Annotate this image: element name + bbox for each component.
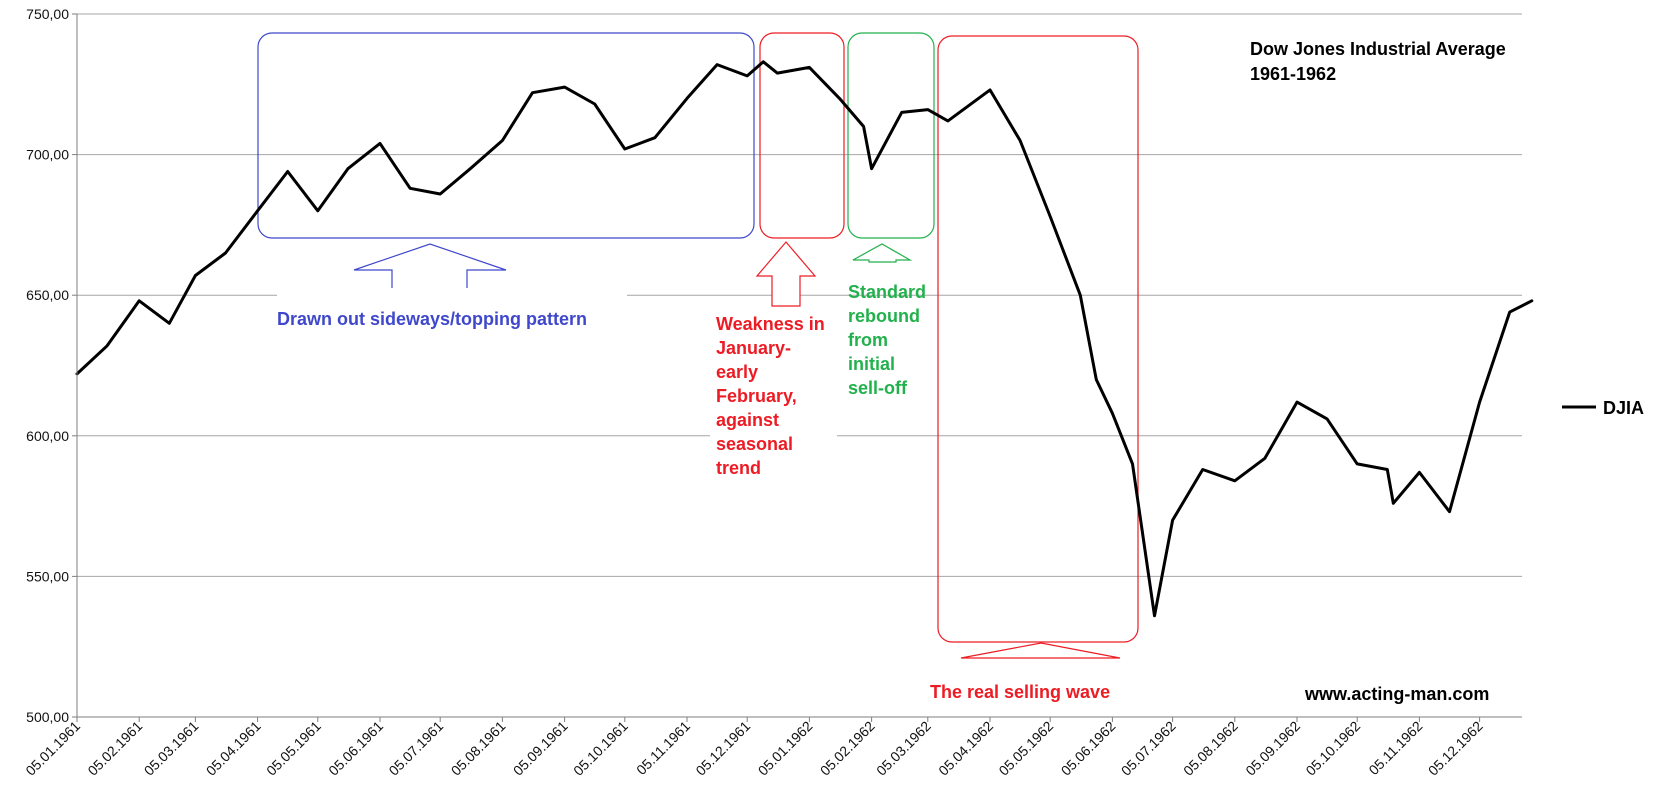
watermark: www.acting-man.com xyxy=(1304,684,1489,704)
weakness-label: Weakness in January- early February, aga… xyxy=(716,314,825,478)
x-tick-label: 05.01.1962 xyxy=(755,718,816,779)
x-tick-label: 05.04.1961 xyxy=(203,718,264,779)
rebound-line: Standard xyxy=(848,282,926,302)
x-tick-label: 05.03.1962 xyxy=(873,718,934,779)
chart-subtitle: 1961-1962 xyxy=(1250,64,1336,84)
y-tick-label: 550,00 xyxy=(26,568,69,584)
x-tick-label: 05.02.1962 xyxy=(817,718,878,779)
weakness-line: February, xyxy=(716,386,797,406)
rebound-line: initial xyxy=(848,354,895,374)
selling-box xyxy=(937,35,1139,643)
x-tick-label: 05.07.1961 xyxy=(385,718,446,779)
x-tick-label: 05.06.1962 xyxy=(1058,718,1119,779)
y-tick-label: 750,00 xyxy=(26,6,69,22)
weakness-line: trend xyxy=(716,458,761,478)
y-tick-label: 600,00 xyxy=(26,428,69,444)
weakness-arrow xyxy=(755,241,817,307)
x-tick-label: 05.05.1961 xyxy=(263,718,324,779)
sideways-text-bg xyxy=(277,288,627,338)
x-tick-label: 05.11.1961 xyxy=(633,718,693,778)
sideways-label: Drawn out sideways/topping pattern xyxy=(277,309,587,329)
rebound-box xyxy=(847,32,935,239)
y-tick-label: 650,00 xyxy=(26,287,69,303)
x-tick-label: 05.10.1961 xyxy=(570,718,631,779)
weakness-text-bg xyxy=(710,420,837,450)
x-tick-label: 05.11.1962 xyxy=(1365,718,1425,778)
x-tick-label: 05.06.1961 xyxy=(325,718,386,779)
y-axis-ticks: 500,00 550,00 600,00 650,00 700,00 750,00 xyxy=(26,6,77,725)
selling-arrow xyxy=(960,642,1121,659)
legend-label: DJIA xyxy=(1603,398,1644,418)
x-tick-label: 05.05.1962 xyxy=(995,718,1056,779)
rebound-line: from xyxy=(848,330,888,350)
x-tick-label: 05.08.1961 xyxy=(448,718,509,779)
chart-title: Dow Jones Industrial Average xyxy=(1250,39,1506,59)
y-tick-label: 700,00 xyxy=(26,147,69,163)
y-tick-label: 500,00 xyxy=(26,709,69,725)
series-djia xyxy=(75,60,1534,618)
rebound-arrow xyxy=(852,243,913,263)
x-tick-label: 05.09.1961 xyxy=(510,718,571,779)
x-tick-label: 05.09.1962 xyxy=(1242,718,1303,779)
weakness-line: January- xyxy=(716,338,791,358)
weakness-line: against xyxy=(716,410,779,430)
x-tick-label: 05.03.1961 xyxy=(141,718,202,779)
weakness-line: Weakness in xyxy=(716,314,825,334)
x-tick-label: 05.08.1962 xyxy=(1180,718,1241,779)
weakness-line: early xyxy=(716,362,758,382)
weakness-line: seasonal xyxy=(716,434,793,454)
x-tick-label: 05.07.1962 xyxy=(1118,718,1179,779)
x-tick-label: 05.01.1961 xyxy=(22,718,83,779)
rebound-line: sell-off xyxy=(848,378,908,398)
sideways-box xyxy=(257,32,755,239)
legend: DJIA xyxy=(1562,398,1644,418)
x-tick-label: 05.04.1962 xyxy=(935,718,996,779)
x-tick-label: 05.12.1961 xyxy=(692,718,753,779)
x-tick-label: 05.10.1962 xyxy=(1302,718,1363,779)
series-line-djia xyxy=(75,60,1534,618)
selling-label: The real selling wave xyxy=(930,682,1110,702)
x-tick-label: 05.02.1961 xyxy=(84,718,145,779)
rebound-label: Standard rebound from initial sell-off xyxy=(848,282,926,398)
weakness-box xyxy=(759,32,845,239)
rebound-line: rebound xyxy=(848,306,920,326)
x-tick-label: 05.12.1962 xyxy=(1425,718,1486,779)
